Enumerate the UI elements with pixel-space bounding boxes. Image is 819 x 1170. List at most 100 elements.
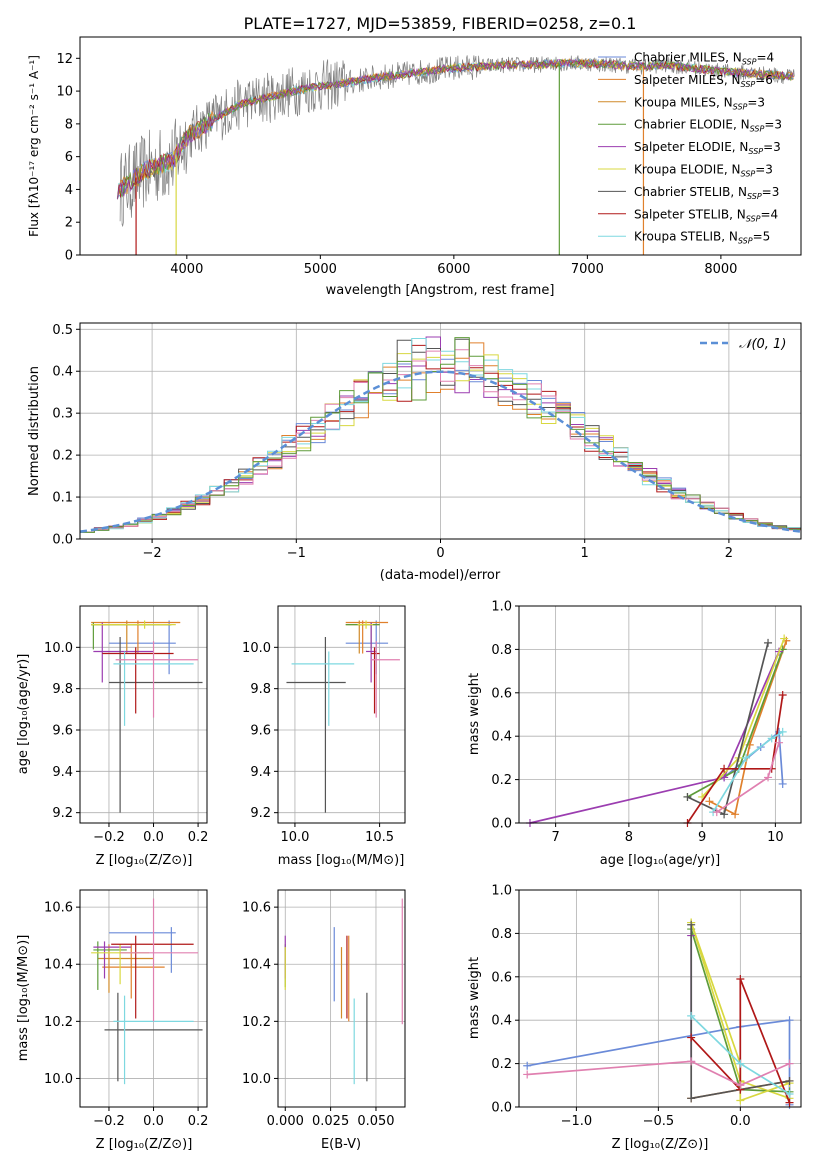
y-tick-label: 10.6 — [242, 901, 271, 916]
y-tick-label: 9.2 — [52, 806, 73, 821]
y-tick-label: 0.6 — [491, 970, 512, 985]
x-tick-label: 7 — [551, 830, 559, 845]
age-weight-panel: 7 8 9 10 0.0 0.2 0.4 0.6 0.8 1.0 age [log₁₀(age/y… — [467, 600, 802, 868]
weight-marker — [778, 779, 787, 788]
weight-marker — [764, 638, 773, 647]
legend-label: Kroupa ELODIE, NSSP=3 — [634, 163, 773, 179]
spectrum-legend: Chabrier MILES, NSSP=4 Salpeter MILES, NS… — [598, 51, 782, 246]
legend-label: Chabrier ELODIE, NSSP=3 — [634, 118, 782, 134]
z-age-frame — [79, 605, 208, 824]
weight-marker — [683, 792, 692, 801]
residual-panel: −2 −1 0 1 2 0.0 0.1 0.2 0.3 0.4 0.5 𝒩(0, 1) (data-… — [27, 322, 802, 583]
x-tick-label: 6000 — [437, 262, 470, 277]
weight-marker — [785, 1016, 794, 1025]
legend-label: Salpeter STELIB, NSSP=4 — [634, 207, 778, 223]
x-tick-label: 7000 — [571, 262, 604, 277]
x-tick-label: 10.5 — [365, 830, 394, 845]
weight-marker — [778, 690, 787, 699]
weight-marker — [736, 1081, 745, 1090]
weight-line — [709, 640, 788, 816]
x-tick-label: 0 — [436, 546, 444, 561]
x-tick-label: −0.2 — [93, 830, 125, 845]
y-tick-label: 0.8 — [491, 927, 512, 942]
weight-marker — [785, 1089, 794, 1098]
y-tick-label: 9.2 — [250, 806, 271, 821]
weight-marker — [687, 1094, 696, 1103]
residual-histogram — [79, 338, 801, 539]
z-weight-xlabel: Z [log₁₀(Z/Z⊙)] — [612, 1137, 709, 1152]
y-tick-label: 0.4 — [491, 1014, 512, 1029]
y-tick-label: 0.1 — [52, 491, 73, 506]
z-mass-xlabel: Z [log₁₀(Z/Z⊙)] — [96, 1137, 193, 1152]
age-weight-frame — [518, 605, 802, 824]
weight-marker — [785, 1098, 794, 1107]
weight-line — [712, 731, 784, 813]
x-tick-label: 2 — [725, 546, 733, 561]
y-tick-label: 0 — [65, 249, 73, 264]
z-weight-ylabel: mass weight — [467, 957, 482, 1039]
y-tick-label: 10.0 — [242, 641, 271, 656]
y-tick-label: 10.4 — [242, 958, 271, 973]
age-weight-ylabel: mass weight — [467, 673, 482, 755]
z-age-xlabel: Z [log₁₀(Z/Z⊙)] — [96, 853, 193, 868]
y-tick-label: 0.0 — [52, 533, 73, 548]
y-tick-label: 0.3 — [52, 407, 73, 422]
y-tick-label: 0.4 — [491, 730, 512, 745]
weight-marker — [687, 1011, 696, 1020]
x-tick-label: 0.2 — [188, 830, 209, 845]
residual-ylabel: Normed distribution — [27, 366, 42, 496]
spectrum-ylabel: Flux [fλ10⁻¹⁷ erg cm⁻² s⁻¹ A⁻¹] — [27, 55, 41, 237]
weight-line — [690, 978, 791, 1104]
y-tick-label: 10.2 — [44, 1015, 73, 1030]
x-tick-label: 0.050 — [357, 1114, 394, 1129]
spectrum-frame — [79, 36, 802, 256]
z-age-panel: −0.2 0.0 0.2 9.2 9.4 9.6 9.8 10.0 Z [log₁₀(Z/Z⊙… — [16, 605, 209, 868]
gaussian-curve — [79, 370, 802, 533]
weight-marker — [731, 810, 740, 819]
weight-marker — [687, 920, 696, 929]
mass-age-panel: 10.0 10.5 9.2 9.4 9.6 9.8 10.0 mass [log₁₀(M/M… — [242, 605, 406, 868]
y-tick-label: 0.0 — [491, 817, 512, 832]
weight-marker — [785, 1059, 794, 1068]
weight-line — [686, 694, 784, 824]
ebv-mass-xlabel: E(B-V) — [321, 1137, 361, 1152]
y-tick-label: 10.6 — [44, 901, 73, 916]
y-tick-label: 10.0 — [44, 1072, 73, 1087]
legend-label: Kroupa MILES, NSSP=3 — [634, 95, 765, 111]
weight-marker — [742, 753, 751, 762]
weight-marker — [705, 797, 714, 806]
model-spectrum-line — [117, 58, 794, 200]
y-tick-label: 1.0 — [491, 884, 512, 899]
legend-label: Salpeter MILES, NSSP=6 — [634, 73, 773, 89]
y-tick-label: 8 — [65, 117, 73, 132]
y-tick-label: 2 — [65, 216, 73, 231]
x-tick-label: −1.0 — [561, 1114, 593, 1129]
weight-line — [690, 924, 790, 1100]
y-tick-label: 9.8 — [250, 682, 271, 697]
weight-marker — [712, 808, 721, 817]
z-weight-panel: −1.0 −0.5 0.0 0.0 0.2 0.4 0.6 0.8 1.0 Z [log₁₀(Z… — [467, 884, 802, 1152]
weight-marker — [764, 773, 773, 782]
x-tick-label: 0.000 — [267, 1114, 304, 1129]
x-tick-label: 0.0 — [143, 830, 164, 845]
x-tick-label: 8000 — [704, 262, 737, 277]
x-tick-label: 0.0 — [143, 1114, 164, 1129]
y-tick-label: 0.8 — [491, 643, 512, 658]
ebv-mass-panel: 0.000 0.025 0.050 10.0 10.2 10.4 10.6 E(B-V) — [242, 889, 406, 1152]
y-tick-label: 1.0 — [491, 600, 512, 615]
weight-marker — [785, 1076, 794, 1085]
weight-marker — [736, 1096, 745, 1105]
y-tick-label: 0.6 — [491, 686, 512, 701]
weight-line — [527, 1060, 790, 1087]
residual-xlabel: (data-model)/error — [380, 568, 501, 583]
weight-marker — [523, 1061, 532, 1070]
z-age-ylabel: age [log₁₀(age/yr)] — [16, 654, 31, 775]
y-tick-label: 6 — [65, 150, 73, 165]
x-tick-label: 10.0 — [280, 830, 309, 845]
x-tick-label: 4000 — [170, 262, 203, 277]
weight-marker — [720, 764, 729, 773]
y-tick-label: 0.4 — [52, 365, 73, 380]
mass-age-frame — [277, 605, 406, 824]
z-weight-frame — [518, 889, 802, 1108]
legend-label: Kroupa STELIB, NSSP=5 — [634, 230, 770, 246]
